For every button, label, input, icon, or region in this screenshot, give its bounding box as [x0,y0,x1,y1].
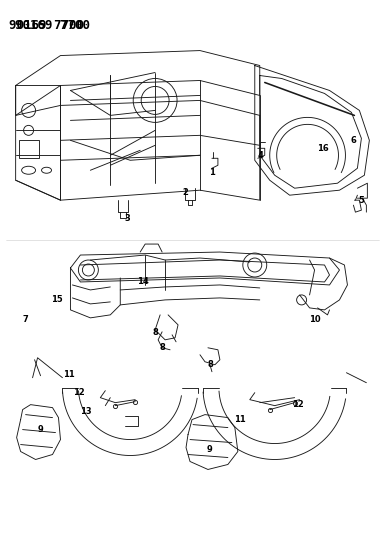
Text: 1: 1 [209,168,215,177]
Text: 8: 8 [159,343,165,352]
Text: 12: 12 [73,388,84,397]
Text: 11: 11 [63,370,74,379]
Text: 11: 11 [234,415,246,424]
Text: 9: 9 [207,445,213,454]
Text: 2: 2 [182,188,188,197]
Text: 12: 12 [292,400,303,409]
Text: 90169 7700: 90169 7700 [8,19,84,31]
Text: 3: 3 [124,214,130,223]
Bar [19,140,39,158]
Text: 90169 7700: 90169 7700 [15,19,90,31]
Text: 14: 14 [137,278,149,286]
Text: 13: 13 [80,407,91,416]
Text: 5: 5 [359,196,364,205]
Text: 4: 4 [258,151,264,160]
Text: 15: 15 [51,295,63,304]
Text: 7: 7 [23,316,29,325]
Text: 10: 10 [309,316,320,325]
Text: 16: 16 [317,144,328,153]
Text: 8: 8 [207,360,213,369]
Text: 8: 8 [152,328,158,337]
Text: 6: 6 [350,136,356,145]
Text: 9: 9 [38,425,44,434]
